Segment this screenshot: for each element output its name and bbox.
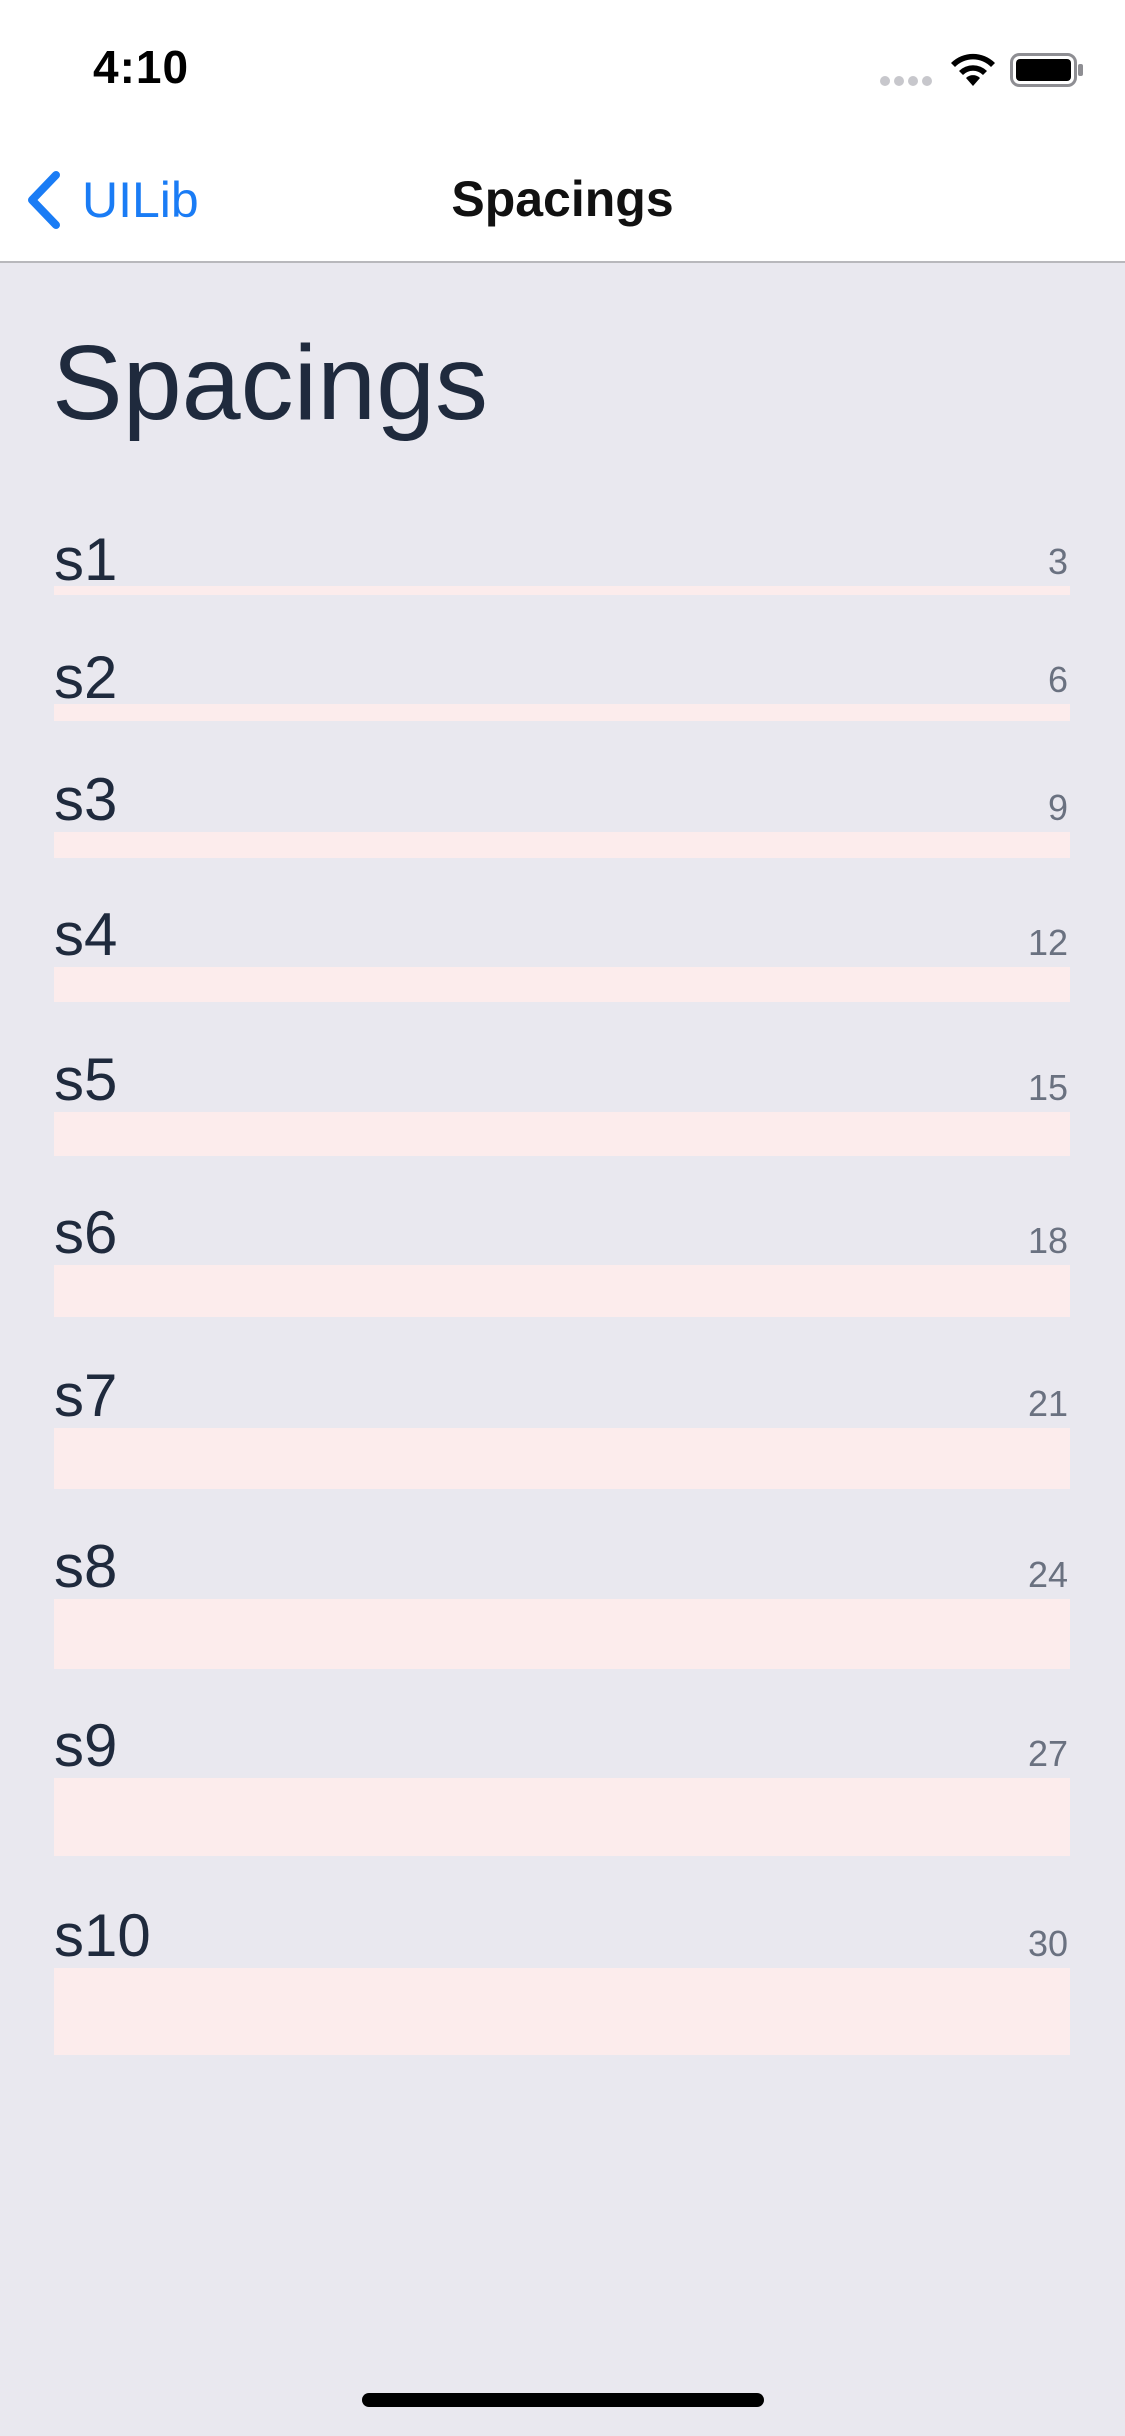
- spacing-value: 6: [1047, 659, 1068, 700]
- spacing-value: 21: [1027, 1383, 1068, 1424]
- spacing-label: s7: [54, 1362, 118, 1429]
- spacing-value: 12: [1027, 922, 1068, 963]
- spacing-label: s1: [54, 526, 118, 593]
- spacing-value: 9: [1047, 787, 1068, 828]
- status-time: 4:10: [93, 41, 190, 93]
- chevron-left-icon: [28, 171, 60, 229]
- spacing-label: s10: [54, 1902, 151, 1969]
- status-bar: 4:10: [0, 0, 1125, 132]
- spacing-label: s5: [54, 1046, 118, 1113]
- spacing-bar: [54, 1778, 1070, 1856]
- spacing-bar: [54, 704, 1070, 721]
- spacing-bar: [54, 1428, 1070, 1489]
- spacing-value: 18: [1027, 1220, 1068, 1261]
- spacing-value: 3: [1047, 541, 1068, 582]
- spacing-bar: [54, 1265, 1070, 1317]
- spacing-bar: [54, 586, 1070, 595]
- back-button-label: UILib: [82, 172, 199, 228]
- spacing-label: s6: [54, 1199, 118, 1266]
- spacing-label: s2: [54, 644, 118, 711]
- spacing-bar: [54, 1968, 1070, 2055]
- wifi-icon: [951, 53, 995, 86]
- navigation-bar: UILib Spacings: [0, 132, 1125, 263]
- cellular-dots-icon: [880, 76, 932, 86]
- spacing-label: s8: [54, 1533, 118, 1600]
- spacing-bar: [54, 967, 1070, 1002]
- spacing-value: 30: [1027, 1923, 1068, 1964]
- spacing-label: s4: [54, 901, 118, 968]
- spacing-bar: [54, 1112, 1070, 1156]
- battery-icon: [1010, 53, 1083, 87]
- spacing-value: 24: [1027, 1554, 1068, 1595]
- spacing-value: 15: [1027, 1067, 1068, 1108]
- nav-title: Spacings: [451, 171, 674, 227]
- spacing-bar: [54, 832, 1070, 858]
- home-indicator[interactable]: [362, 2393, 764, 2407]
- spacing-label: s9: [54, 1712, 118, 1779]
- page-title: Spacings: [52, 324, 489, 442]
- spacing-value: 27: [1027, 1733, 1068, 1774]
- spacing-label: s3: [54, 766, 118, 833]
- back-button[interactable]: UILib: [24, 168, 199, 232]
- spacing-bar: [54, 1599, 1070, 1669]
